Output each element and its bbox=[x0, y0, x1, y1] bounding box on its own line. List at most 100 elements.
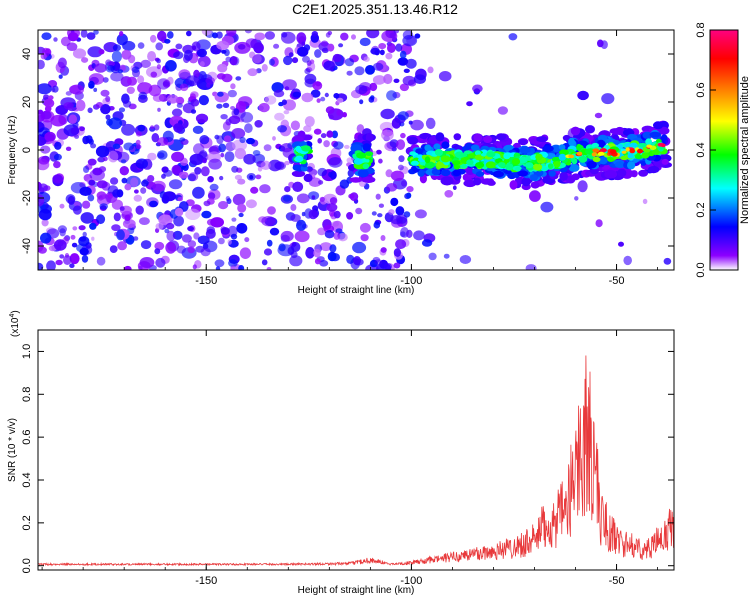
spectrogram-blob bbox=[124, 214, 131, 222]
spectrogram-blob bbox=[178, 171, 189, 179]
spectrogram-hotspot bbox=[599, 148, 607, 153]
spectrogram-blob bbox=[273, 89, 285, 98]
spectrogram-blob bbox=[336, 109, 342, 116]
spectrogram-ridge-blob bbox=[353, 158, 363, 165]
spectrogram-blob bbox=[296, 219, 307, 232]
snr-line bbox=[38, 355, 674, 567]
spectrogram-ridge-blob bbox=[637, 143, 648, 148]
colorbar-tick-label: 0.8 bbox=[695, 22, 707, 37]
spectrogram-panel: -150 -100 -50 -40 -20 0 20 40 Height of straig… bbox=[7, 29, 675, 296]
spectrogram-blob bbox=[333, 231, 341, 240]
spectrogram-ridge-blob bbox=[431, 168, 441, 176]
spectrogram-ridge-blob bbox=[627, 161, 636, 170]
spectrogram-blob bbox=[38, 183, 48, 192]
spectrogram-blob bbox=[395, 43, 403, 52]
spectrogram-blob bbox=[388, 209, 395, 215]
spectrogram-blob bbox=[360, 234, 369, 242]
spectrogram-blob bbox=[147, 152, 157, 161]
spectrogram-blob bbox=[155, 42, 163, 51]
spectrogram-blob bbox=[88, 179, 96, 186]
spectrogram-blob bbox=[323, 60, 336, 71]
spectrogram-blob bbox=[280, 230, 294, 242]
spectrogram-blob bbox=[402, 75, 416, 86]
spectrogram-blob bbox=[387, 43, 396, 53]
spectrogram-blob bbox=[393, 30, 399, 34]
spectrogram-blob bbox=[216, 103, 223, 109]
spectrogram-blob bbox=[155, 222, 164, 230]
spectrogram-ridge-blob bbox=[435, 132, 445, 142]
spectrogram-blob bbox=[291, 242, 301, 252]
spectrogram-blob bbox=[216, 31, 223, 39]
spectrogram-blob bbox=[397, 164, 404, 171]
colorbar-label: Normalized spectral amplitude bbox=[739, 76, 750, 224]
spectrogram-blob bbox=[386, 183, 398, 192]
spectrogram-ridge-blob bbox=[553, 161, 561, 168]
spectrogram-blob bbox=[220, 227, 230, 235]
spectrogram-blob bbox=[366, 30, 380, 39]
spectrogram-blob bbox=[53, 153, 62, 161]
spectrogram-blob bbox=[95, 102, 104, 108]
spectrogram-blob bbox=[116, 189, 124, 198]
x-tick-label: -50 bbox=[609, 275, 625, 287]
spectrogram-hotspot bbox=[625, 147, 630, 152]
spectrogram-blob bbox=[85, 135, 93, 144]
spectrogram-blob bbox=[374, 259, 383, 265]
spectrogram-blob bbox=[344, 144, 350, 149]
spectrogram-ridge-blob bbox=[440, 155, 451, 163]
spectrogram-blob bbox=[372, 75, 386, 85]
spectrogram-blob bbox=[240, 112, 254, 123]
spectrogram-blob bbox=[340, 32, 349, 41]
spectrogram-blob bbox=[344, 58, 355, 67]
spectrogram-blob bbox=[38, 59, 45, 70]
spectrogram-blob bbox=[336, 97, 344, 103]
spectrogram-hotspot bbox=[568, 154, 575, 159]
spectrogram-blob bbox=[74, 134, 80, 139]
spectrogram-blob bbox=[150, 125, 155, 130]
spectrogram-ridge-blob bbox=[291, 170, 306, 177]
spectrogram-blob bbox=[87, 46, 103, 58]
spectrogram-blob bbox=[369, 82, 378, 92]
spectrogram-blob bbox=[312, 81, 323, 91]
spectrogram-blob bbox=[329, 197, 338, 205]
spectrogram-blob bbox=[69, 84, 84, 95]
spectrogram-blob bbox=[217, 91, 224, 97]
spectrogram-blob bbox=[332, 53, 342, 63]
spectrogram-blob bbox=[131, 66, 140, 73]
spectrogram-blob bbox=[52, 85, 59, 93]
spectrogram-blob bbox=[209, 183, 219, 191]
spectrogram-blob bbox=[38, 156, 50, 165]
colorbar-tick-label: 0.2 bbox=[695, 202, 707, 217]
spectrogram-hotspot bbox=[597, 151, 605, 156]
spectrogram-blob bbox=[134, 189, 139, 194]
spectrogram-blob bbox=[135, 205, 144, 215]
colorbar-gradient bbox=[709, 29, 739, 271]
y-tick-label: 0.8 bbox=[21, 387, 33, 402]
spectrogram-blob bbox=[223, 135, 232, 143]
spectrogram-blob bbox=[190, 98, 200, 107]
spectrogram-blob bbox=[232, 193, 246, 206]
spectrogram-blob bbox=[525, 264, 537, 270]
spectrogram-ridge-blob bbox=[511, 158, 521, 165]
spectrogram-ridge-blob bbox=[361, 176, 376, 183]
spectrogram-blob bbox=[390, 215, 403, 225]
spectrogram-blob bbox=[110, 71, 124, 82]
spectrogram-ridge-blob bbox=[356, 152, 367, 159]
spectrogram-blob bbox=[377, 213, 383, 218]
spectrogram-blob bbox=[93, 30, 99, 35]
spectrogram-blob bbox=[55, 259, 63, 266]
spectrogram-blob bbox=[425, 117, 436, 129]
x-tick-label: -150 bbox=[195, 275, 217, 287]
x-tick-label: -50 bbox=[609, 575, 625, 587]
spectrogram-blob bbox=[100, 104, 111, 115]
spectrogram-ridge-blob bbox=[533, 163, 543, 171]
spectrogram-blob bbox=[324, 92, 329, 98]
spectrogram-blob bbox=[321, 47, 329, 53]
spectrogram-blob bbox=[663, 257, 672, 265]
spectrogram-ridge-blob bbox=[559, 149, 569, 156]
spectrogram-blob bbox=[166, 94, 179, 104]
spectrogram-blob bbox=[283, 55, 293, 66]
spectrogram-blob bbox=[40, 53, 47, 60]
spectrogram-blob bbox=[71, 242, 78, 248]
spectrogram-ridge-blob bbox=[357, 169, 369, 178]
spectrogram-blob bbox=[235, 76, 242, 81]
